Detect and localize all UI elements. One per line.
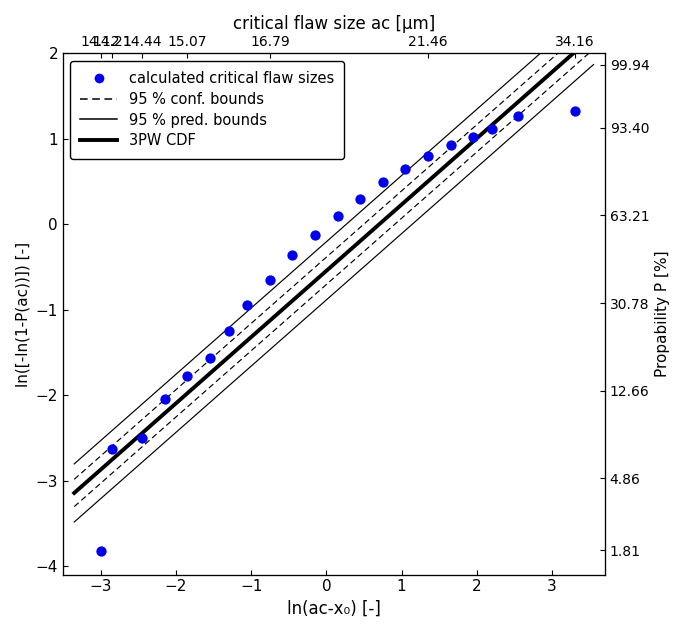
Point	[136, 433, 147, 443]
Point	[242, 301, 253, 311]
Point	[159, 394, 170, 404]
Point	[223, 326, 234, 336]
Point	[423, 151, 434, 161]
Point	[106, 444, 117, 454]
Point	[569, 106, 580, 116]
Point	[445, 140, 456, 150]
X-axis label: critical flaw size aᴄ [μm]: critical flaw size aᴄ [μm]	[233, 15, 435, 33]
Point	[468, 132, 479, 142]
Y-axis label: Propability P [%]: Propability P [%]	[655, 251, 670, 377]
Point	[332, 211, 343, 221]
Point	[182, 370, 192, 380]
X-axis label: ln(aᴄ-x₀) [-]: ln(aᴄ-x₀) [-]	[287, 600, 381, 618]
Point	[95, 546, 106, 556]
Point	[486, 123, 497, 134]
Point	[310, 230, 321, 241]
Point	[204, 353, 215, 363]
Point	[355, 194, 366, 204]
Point	[400, 164, 411, 174]
Point	[377, 177, 388, 187]
Y-axis label: ln([-ln(1-P(aᴄ))]) [-]: ln([-ln(1-P(aᴄ))]) [-]	[15, 241, 30, 387]
Point	[287, 250, 298, 260]
Point	[513, 111, 524, 121]
Legend: calculated critical flaw sizes, 95 % conf. bounds, 95 % pred. bounds, 3PW CDF: calculated critical flaw sizes, 95 % con…	[70, 61, 344, 159]
Point	[264, 275, 275, 285]
